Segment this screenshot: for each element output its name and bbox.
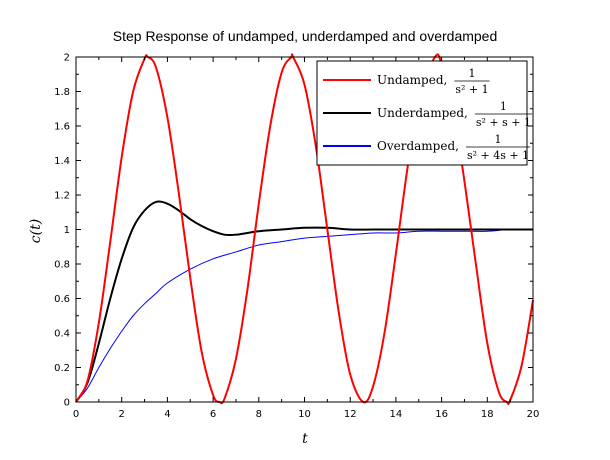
y-tick-label: 0.8 <box>54 260 70 271</box>
x-tick-label: 14 <box>390 409 403 420</box>
y-tick-label: 0.2 <box>54 363 70 374</box>
legend-formula-numerator: 1 <box>495 133 502 146</box>
legend-formula-denominator: s² + s + 1 <box>476 116 531 129</box>
legend-formula-denominator: s² + 1 <box>455 83 488 96</box>
x-tick-label: 4 <box>164 409 170 420</box>
y-tick-label: 0.4 <box>54 329 70 340</box>
x-tick-label: 18 <box>481 409 494 420</box>
x-axis-label: t <box>302 431 308 447</box>
x-tick-label: 16 <box>435 409 448 420</box>
series-line-overdamped <box>75 228 534 403</box>
y-tick-label: 1.8 <box>54 87 70 98</box>
legend-formula-denominator: s² + 4s + 1 <box>467 149 529 162</box>
x-tick-label: 10 <box>298 409 311 420</box>
x-tick-label: 12 <box>344 409 357 420</box>
y-tick-label: 0.6 <box>54 294 70 305</box>
legend: Undamped, s² + 1 1 Underdamped, s² + s + 1 1 O… <box>316 60 532 166</box>
y-tick-label: 1 <box>64 225 70 236</box>
legend-label-overdamped: Overdamped, <box>377 139 459 153</box>
axes: 0 2 4 6 8 10 12 14 16 18 2000.20.40.60.811.21.41.6… <box>54 53 539 421</box>
x-tick-label: 8 <box>256 409 262 420</box>
x-tick-label: 20 <box>527 409 540 420</box>
x-tick-label: 0 <box>73 409 79 420</box>
legend-label-undamped: Undamped, <box>377 73 447 87</box>
y-tick-label: 2 <box>64 53 70 64</box>
legend-formula-numerator: 1 <box>500 100 507 113</box>
y-tick-label: 1.6 <box>54 122 70 133</box>
y-tick-label: 1.4 <box>54 156 70 167</box>
y-axis-label: c(t) <box>28 219 44 243</box>
y-tick-label: 1.2 <box>54 191 70 202</box>
legend-label-underdamped: Underdamped, <box>377 106 468 120</box>
y-tick-label: 0 <box>64 398 70 409</box>
legend-formula-numerator: 1 <box>468 67 475 80</box>
series-line-underdamped <box>75 200 533 403</box>
chart-title: Step Response of undamped, underdamped a… <box>113 28 498 44</box>
x-tick-label: 2 <box>119 409 125 420</box>
x-tick-label: 6 <box>210 409 216 420</box>
